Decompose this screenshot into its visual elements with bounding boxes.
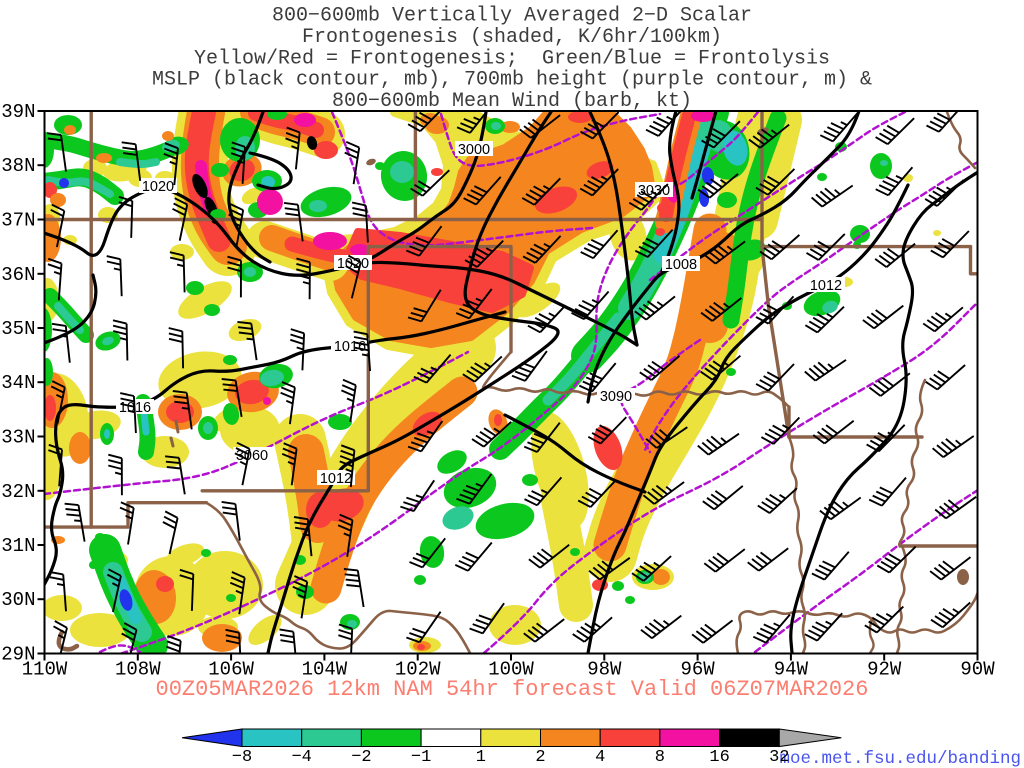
svg-text:104W: 104W — [302, 659, 348, 681]
svg-text:1016: 1016 — [334, 339, 366, 355]
svg-text:1012: 1012 — [320, 471, 352, 487]
svg-text:16: 16 — [709, 748, 729, 767]
svg-text:800−600mb Vertically Averaged: 800−600mb Vertically Averaged 2−D Scalar — [272, 5, 752, 28]
svg-text:Yellow/Red = Frontogenesis; G: Yellow/Red = Frontogenesis; Green/Blue =… — [194, 47, 830, 70]
svg-text:32: 32 — [769, 748, 789, 767]
svg-text:38N: 38N — [1, 155, 35, 177]
svg-text:90W: 90W — [960, 659, 995, 681]
svg-text:4: 4 — [595, 748, 605, 767]
svg-text:00Z05MAR2026 12km NAM 54hr for: 00Z05MAR2026 12km NAM 54hr forecast Vali… — [156, 677, 869, 702]
svg-text:−4: −4 — [291, 748, 311, 767]
svg-text:36N: 36N — [1, 264, 35, 286]
svg-text:−1: −1 — [411, 748, 431, 767]
svg-text:−8: −8 — [232, 748, 252, 767]
svg-text:1020: 1020 — [142, 179, 174, 195]
svg-text:35N: 35N — [1, 318, 35, 340]
svg-text:33N: 33N — [1, 427, 35, 449]
svg-text:30N: 30N — [1, 589, 35, 611]
svg-text:3000: 3000 — [458, 142, 490, 158]
svg-text:92W: 92W — [867, 659, 902, 681]
svg-text:800−600mb Mean Wind (barb, kt): 800−600mb Mean Wind (barb, kt) — [332, 90, 692, 113]
svg-text:moe.met.fsu.edu/banding: moe.met.fsu.edu/banding — [779, 749, 1021, 768]
svg-text:98W: 98W — [587, 659, 622, 681]
svg-text:108W: 108W — [115, 659, 161, 681]
svg-text:102W: 102W — [395, 659, 441, 681]
svg-text:31N: 31N — [1, 535, 35, 557]
svg-text:100W: 100W — [488, 659, 534, 681]
svg-text:1: 1 — [476, 748, 486, 767]
svg-text:94W: 94W — [774, 659, 809, 681]
svg-text:Frontogenesis (shaded, K/6hr/1: Frontogenesis (shaded, K/6hr/100km) — [302, 26, 722, 49]
svg-text:1012: 1012 — [810, 278, 842, 294]
svg-text:106W: 106W — [208, 659, 254, 681]
svg-text:110W: 110W — [22, 659, 68, 681]
svg-text:29N: 29N — [1, 644, 35, 666]
svg-text:2: 2 — [535, 748, 545, 767]
svg-text:32N: 32N — [1, 481, 35, 503]
svg-text:MSLP (black contour, mb), 700m: MSLP (black contour, mb), 700mb height (… — [152, 69, 872, 92]
svg-text:1008: 1008 — [665, 257, 697, 273]
svg-text:34N: 34N — [1, 372, 35, 394]
svg-text:37N: 37N — [1, 210, 35, 232]
svg-text:96W: 96W — [680, 659, 715, 681]
svg-text:3090: 3090 — [600, 389, 632, 405]
svg-text:39N: 39N — [1, 101, 35, 123]
svg-text:−2: −2 — [351, 748, 371, 767]
svg-text:8: 8 — [655, 748, 665, 767]
